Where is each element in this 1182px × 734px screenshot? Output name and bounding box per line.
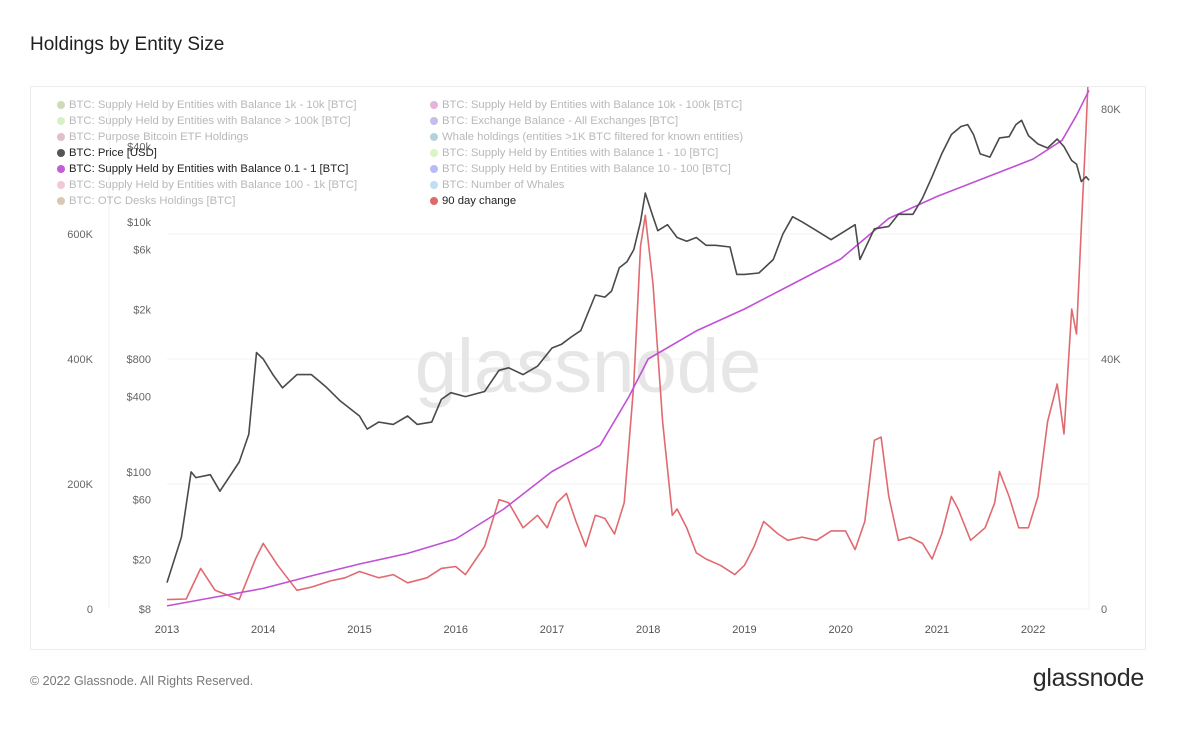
chart-svg: 0 200K 400K 600K $8 $20 $60 $100 $400 $800 $2k $6k… bbox=[67, 87, 1121, 636]
price-axis: $8 $20 $60 $100 $400 $800 $2k $6k $10k $40k bbox=[127, 142, 152, 616]
right-axis-tick: 80K bbox=[1101, 104, 1121, 116]
legend-dot-icon bbox=[57, 165, 65, 173]
legend-label: BTC: Price [USD] bbox=[69, 147, 157, 159]
left-axis-tick: 600K bbox=[67, 229, 93, 241]
legend-dot-icon bbox=[430, 197, 438, 205]
legend-dot-icon bbox=[57, 149, 65, 157]
legend-left: BTC: Supply Held by Entities with Balanc… bbox=[57, 97, 357, 209]
right-axis: 0 40K 80K bbox=[1101, 104, 1121, 616]
price-axis-tick: $40k bbox=[127, 142, 151, 154]
legend-dot-icon bbox=[430, 165, 438, 173]
price-axis-tick: $2k bbox=[133, 304, 151, 316]
legend-dot-icon bbox=[430, 117, 438, 125]
legend-item[interactable]: BTC: Supply Held by Entities with Balanc… bbox=[57, 113, 357, 129]
change-90d-series-line bbox=[166, 87, 1089, 601]
left-axis-tick: 0 bbox=[87, 604, 93, 616]
legend-item[interactable]: BTC: Supply Held by Entities with Balanc… bbox=[57, 177, 357, 193]
chart-title: Holdings by Entity Size bbox=[30, 34, 225, 55]
left-axis: 0 200K 400K 600K bbox=[67, 229, 93, 616]
legend-item[interactable]: BTC: Exchange Balance - All Exchanges [B… bbox=[430, 113, 743, 129]
legend-dot-icon bbox=[57, 117, 65, 125]
legend-dot-icon bbox=[57, 101, 65, 109]
legend-label: BTC: Supply Held by Entities with Balanc… bbox=[69, 179, 358, 191]
legend-dot-icon bbox=[430, 149, 438, 157]
legend-label: Whale holdings (entities >1K BTC filtere… bbox=[442, 131, 744, 143]
x-axis-tick: 2020 bbox=[828, 624, 852, 636]
legend-dot-icon bbox=[430, 101, 438, 109]
legend-label: BTC: Supply Held by Entities with Balanc… bbox=[69, 99, 357, 111]
legend-dot-icon bbox=[57, 133, 65, 141]
legend-dot-icon bbox=[430, 133, 438, 141]
legend-item[interactable]: BTC: Supply Held by Entities with Balanc… bbox=[430, 97, 743, 113]
price-axis-tick: $100 bbox=[127, 467, 151, 479]
x-axis-tick: 2014 bbox=[251, 624, 275, 636]
legend-item[interactable]: BTC: Purpose Bitcoin ETF Holdings bbox=[57, 129, 357, 145]
price-series-line bbox=[166, 119, 1090, 583]
supply-series-line bbox=[166, 89, 1090, 607]
legend-label: BTC: Supply Held by Entities with Balanc… bbox=[442, 99, 743, 111]
brand-logo[interactable]: glassnode bbox=[1032, 664, 1145, 692]
left-axis-tick: 200K bbox=[67, 479, 93, 491]
x-axis-tick: 2015 bbox=[347, 624, 371, 636]
price-axis-tick: $6k bbox=[133, 245, 151, 257]
x-axis-tick: 2017 bbox=[540, 624, 564, 636]
x-axis-tick: 2013 bbox=[155, 624, 179, 636]
legend-label: BTC: Number of Whales bbox=[442, 179, 565, 191]
legend-dot-icon bbox=[57, 197, 65, 205]
price-axis-tick: $10k bbox=[127, 217, 151, 229]
right-axis-tick: 0 bbox=[1101, 604, 1107, 616]
legend-label: BTC: Exchange Balance - All Exchanges [B… bbox=[442, 115, 679, 127]
x-axis-tick: 2016 bbox=[443, 624, 467, 636]
x-axis-tick: 2021 bbox=[925, 624, 949, 636]
price-axis-tick: $400 bbox=[127, 392, 151, 404]
legend-item[interactable]: BTC: Supply Held by Entities with Balanc… bbox=[430, 145, 743, 161]
price-axis-tick: $800 bbox=[127, 354, 151, 366]
legend-label: BTC: Purpose Bitcoin ETF Holdings bbox=[69, 131, 249, 143]
right-axis-tick: 40K bbox=[1101, 354, 1121, 366]
legend-item[interactable]: BTC: Supply Held by Entities with Balanc… bbox=[57, 161, 357, 177]
legend-dot-icon bbox=[430, 181, 438, 189]
legend-label: BTC: Supply Held by Entities with Balanc… bbox=[69, 163, 349, 175]
legend-item[interactable]: BTC: Number of Whales bbox=[430, 177, 743, 193]
legend-label: BTC: OTC Desks Holdings [BTC] bbox=[69, 195, 236, 207]
legend-label: BTC: Supply Held by Entities with Balanc… bbox=[442, 163, 731, 175]
legend-item[interactable]: 90 day change bbox=[430, 193, 743, 209]
x-axis-tick: 2019 bbox=[732, 624, 756, 636]
x-axis-tick: 2022 bbox=[1021, 624, 1045, 636]
legend-dot-icon bbox=[57, 181, 65, 189]
legend-label: 90 day change bbox=[442, 195, 517, 207]
price-axis-tick: $60 bbox=[133, 495, 151, 507]
series-group bbox=[166, 87, 1090, 607]
chart-panel: 0 200K 400K 600K $8 $20 $60 $100 $400 $800 $2k $6k… bbox=[30, 86, 1146, 650]
legend-item[interactable]: BTC: Price [USD] bbox=[57, 145, 357, 161]
grid-lines bbox=[108, 101, 1090, 610]
price-axis-tick: $20 bbox=[133, 554, 151, 566]
x-axis: 2013 2014 2015 2016 2017 2018 2019 2020 2021 2022 bbox=[155, 624, 1046, 636]
legend-item[interactable]: BTC: OTC Desks Holdings [BTC] bbox=[57, 193, 357, 209]
x-axis-tick: 2018 bbox=[636, 624, 660, 636]
legend-item[interactable]: BTC: Supply Held by Entities with Balanc… bbox=[430, 161, 743, 177]
legend-item[interactable]: BTC: Supply Held by Entities with Balanc… bbox=[57, 97, 357, 113]
legend-right: BTC: Supply Held by Entities with Balanc… bbox=[430, 97, 743, 209]
price-axis-tick: $8 bbox=[139, 604, 151, 616]
legend-item[interactable]: Whale holdings (entities >1K BTC filtere… bbox=[430, 129, 743, 145]
copyright-text: © 2022 Glassnode. All Rights Reserved. bbox=[30, 674, 254, 688]
legend-label: BTC: Supply Held by Entities with Balanc… bbox=[442, 147, 719, 159]
legend-label: BTC: Supply Held by Entities with Balanc… bbox=[69, 115, 351, 127]
left-axis-tick: 400K bbox=[67, 354, 93, 366]
